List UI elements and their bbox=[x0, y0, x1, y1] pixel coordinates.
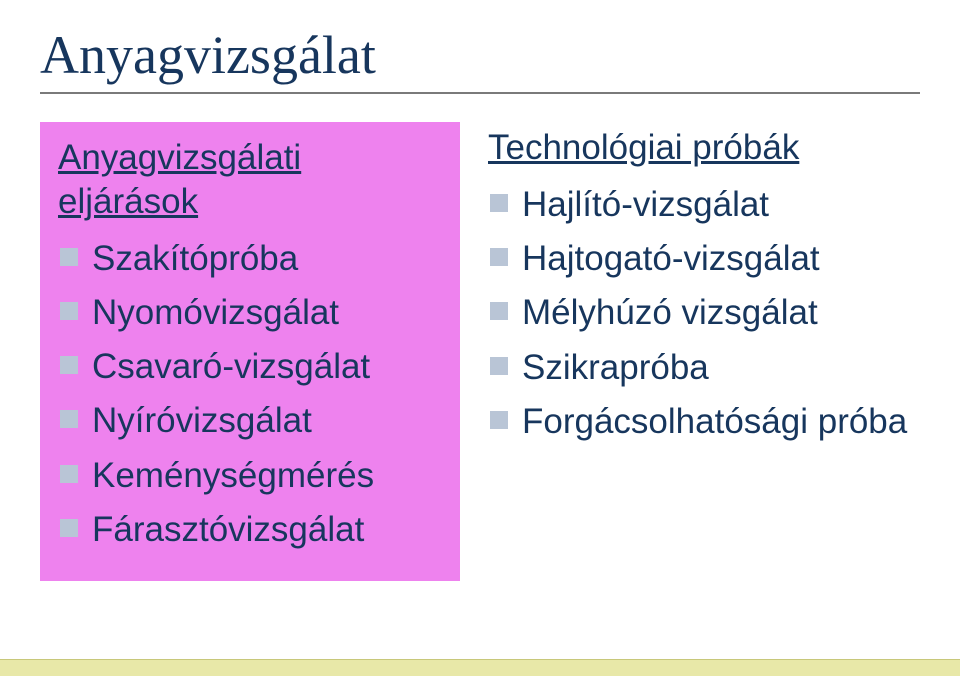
list-item: Fárasztóvizsgálat bbox=[58, 503, 442, 557]
list-item: Nyomóvizsgálat bbox=[58, 286, 442, 340]
columns: Anyagvizsgálati eljárások Szakítópróba N… bbox=[40, 122, 920, 581]
right-list: Hajlító-vizsgálat Hajtogató-vizsgálat Mé… bbox=[488, 178, 918, 449]
list-item: Hajlító-vizsgálat bbox=[488, 178, 918, 232]
list-item: Hajtogató-vizsgálat bbox=[488, 232, 918, 286]
list-item: Csavaró-vizsgálat bbox=[58, 340, 442, 394]
list-item: Szakítópróba bbox=[58, 232, 442, 286]
list-item: Keménységmérés bbox=[58, 449, 442, 503]
title-underline bbox=[40, 92, 920, 94]
left-list: Szakítópróba Nyomóvizsgálat Csavaró-vizs… bbox=[58, 232, 442, 558]
left-column: Anyagvizsgálati eljárások Szakítópróba N… bbox=[40, 122, 460, 581]
slide: Anyagvizsgálat Anyagvizsgálati eljárások… bbox=[0, 0, 960, 676]
list-item: Forgácsolhatósági próba bbox=[488, 395, 918, 449]
list-item: Nyíróvizsgálat bbox=[58, 394, 442, 448]
slide-title: Anyagvizsgálat bbox=[40, 24, 920, 86]
right-heading: Technológiai próbák bbox=[488, 126, 918, 170]
list-item: Mélyhúzó vizsgálat bbox=[488, 286, 918, 340]
list-item: Szikrapróba bbox=[488, 341, 918, 395]
right-column: Technológiai próbák Hajlító-vizsgálat Ha… bbox=[488, 122, 918, 581]
footer-bar bbox=[0, 659, 960, 676]
left-heading: Anyagvizsgálati eljárások bbox=[58, 136, 442, 224]
